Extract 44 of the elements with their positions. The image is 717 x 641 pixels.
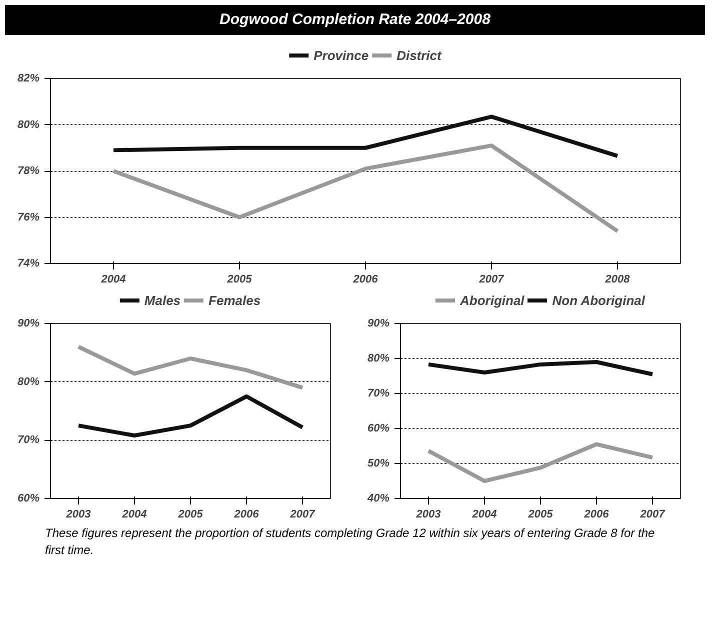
line-series [426, 442, 654, 483]
x-tick-label: 2006 [352, 274, 379, 286]
x-tick-label: 2006 [233, 508, 260, 520]
y-tick-label: 76% [17, 211, 40, 224]
y-tick-label: 60% [17, 492, 40, 504]
x-tick-label: 2003 [65, 508, 91, 520]
y-tick-label: 80% [17, 118, 40, 131]
line-series [76, 394, 304, 438]
x-tick-label: 2007 [478, 274, 505, 286]
x-tick-label: 2008 [604, 274, 631, 286]
line-series [426, 360, 654, 376]
legend-label: District [396, 48, 442, 62]
y-tick-label: 70% [17, 434, 40, 446]
y-tick-label: 82% [17, 72, 40, 84]
line-series [112, 144, 620, 234]
x-tick-label: 2005 [226, 274, 253, 286]
y-tick-label: 90% [17, 318, 40, 330]
x-tick-label: 2006 [583, 508, 610, 520]
y-tick-label: 50% [367, 458, 390, 470]
legend-label: Males [144, 292, 181, 308]
line-series [76, 344, 304, 390]
chart-title: Dogwood Completion Rate 2004–2008 [220, 10, 490, 30]
y-tick-label: 80% [17, 376, 40, 388]
legend-label: Province [314, 48, 369, 62]
x-tick-label: 2005 [527, 508, 554, 520]
y-tick-label: 80% [367, 352, 390, 364]
x-tick-label: 2007 [639, 508, 666, 520]
text: These figures represent the proportion of students completing Grade 12 within six years of entering Grade 8 for the first time. [45, 525, 656, 560]
legend-label: Non Aboriginal [552, 292, 645, 308]
x-tick-label: 2004 [471, 508, 497, 520]
x-tick-label: 2004 [121, 508, 147, 520]
y-tick-label: 40% [366, 492, 390, 504]
x-tick-label: 2003 [415, 508, 441, 520]
line-series [112, 114, 620, 158]
y-tick-label: 78% [17, 165, 40, 177]
x-tick-label: 2004 [100, 274, 126, 286]
x-tick-label: 2005 [177, 508, 204, 520]
y-tick-label: 70% [367, 388, 390, 400]
y-tick-label: 74% [17, 258, 40, 270]
x-tick-label: 2007 [289, 508, 316, 520]
y-tick-label: 90% [367, 318, 390, 330]
legend-label: Aboriginal [460, 292, 524, 308]
y-tick-label: 60% [367, 422, 390, 434]
legend-label: Females [208, 292, 261, 308]
